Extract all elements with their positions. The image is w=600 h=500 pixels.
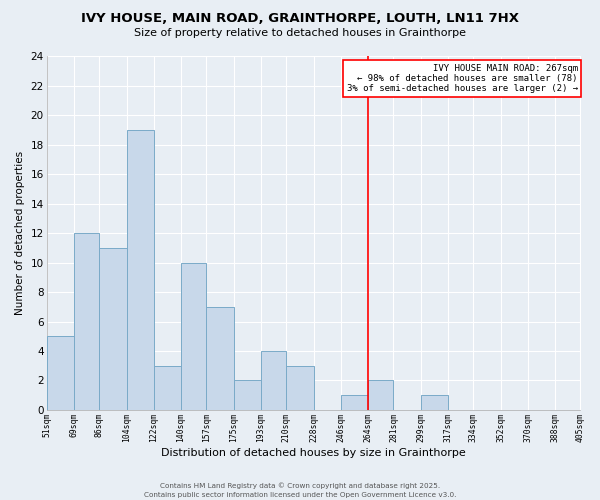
Bar: [341, 395, 368, 410]
Text: Contains public sector information licensed under the Open Government Licence v3: Contains public sector information licen…: [144, 492, 456, 498]
Text: Contains HM Land Registry data © Crown copyright and database right 2025.: Contains HM Land Registry data © Crown c…: [160, 482, 440, 489]
Bar: [154, 366, 181, 410]
Bar: [421, 395, 448, 410]
Bar: [100, 248, 127, 410]
Bar: [261, 351, 286, 410]
Bar: [286, 366, 314, 410]
Bar: [206, 307, 233, 410]
Text: Size of property relative to detached houses in Grainthorpe: Size of property relative to detached ho…: [134, 28, 466, 38]
Y-axis label: Number of detached properties: Number of detached properties: [15, 151, 25, 316]
Text: IVY HOUSE MAIN ROAD: 267sqm
← 98% of detached houses are smaller (78)
3% of semi: IVY HOUSE MAIN ROAD: 267sqm ← 98% of det…: [347, 64, 578, 94]
Bar: [233, 380, 261, 410]
Text: IVY HOUSE, MAIN ROAD, GRAINTHORPE, LOUTH, LN11 7HX: IVY HOUSE, MAIN ROAD, GRAINTHORPE, LOUTH…: [81, 12, 519, 26]
Bar: [74, 233, 100, 410]
Bar: [127, 130, 154, 410]
Bar: [368, 380, 394, 410]
Bar: [47, 336, 74, 410]
Bar: [181, 262, 206, 410]
X-axis label: Distribution of detached houses by size in Grainthorpe: Distribution of detached houses by size …: [161, 448, 466, 458]
